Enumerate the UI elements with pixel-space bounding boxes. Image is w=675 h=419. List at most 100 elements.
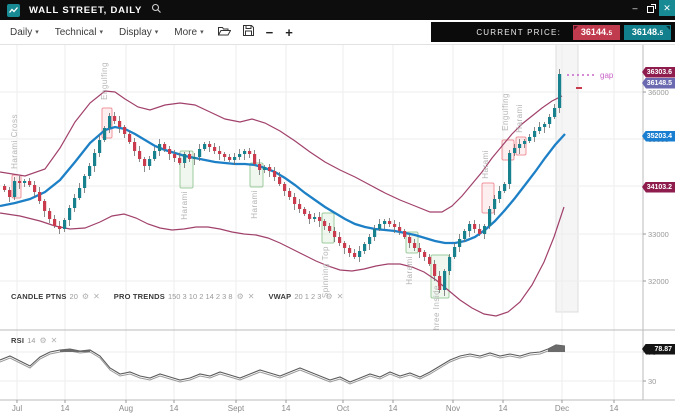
tick-down-icon bbox=[574, 25, 578, 30]
bid-price-badge[interactable]: 36144. 5 bbox=[573, 24, 620, 40]
time-tick-label: Jul bbox=[11, 404, 23, 413]
candle-body bbox=[503, 184, 507, 191]
candle-body bbox=[53, 219, 57, 226]
candle-body bbox=[458, 239, 462, 247]
menu-more[interactable]: More ▾ bbox=[174, 27, 203, 38]
rsi-indicator-row: RSI 14 ⚙ ✕ bbox=[11, 336, 57, 345]
candle-body bbox=[38, 192, 42, 201]
close-icon[interactable]: ✕ bbox=[93, 292, 100, 301]
price-level-badge: 36303.6 bbox=[642, 66, 675, 78]
candle-body bbox=[423, 252, 427, 257]
menu-technical[interactable]: Technical ▾ bbox=[55, 27, 103, 38]
indicator-name: PRO TRENDS bbox=[113, 292, 165, 301]
indicator-chip: CANDLE PTNS 20 ⚙ ✕ bbox=[11, 292, 100, 301]
minimize-button[interactable]: – bbox=[632, 3, 638, 13]
candle-body bbox=[258, 164, 262, 170]
price-main: 36144. bbox=[580, 27, 609, 37]
candle-body bbox=[323, 221, 327, 226]
candle-body bbox=[553, 108, 557, 117]
close-icon[interactable]: ✕ bbox=[247, 292, 255, 301]
current-price-panel: CURRENT PRICE: 36144. 5 36148. 5 bbox=[431, 22, 675, 42]
candle-body bbox=[133, 142, 137, 151]
candle-body bbox=[343, 243, 347, 248]
price-main: 36148. bbox=[631, 27, 660, 37]
indicator-name: VWAP bbox=[268, 292, 292, 301]
candle-body bbox=[228, 157, 232, 160]
candle-body bbox=[548, 117, 552, 124]
pattern-box bbox=[481, 182, 495, 214]
candle-body bbox=[278, 177, 282, 184]
candle-body bbox=[58, 226, 62, 229]
bollinger-upper-band bbox=[0, 90, 563, 213]
candle-body bbox=[543, 124, 547, 127]
toolbar: Daily ▾ Technical ▾ Display ▾ More ▾ − + CURREN… bbox=[0, 20, 675, 45]
candle-body bbox=[188, 154, 192, 159]
candle-body bbox=[68, 208, 72, 220]
candle-body bbox=[518, 144, 522, 148]
candle-body bbox=[498, 191, 502, 199]
menu-daily[interactable]: Daily ▾ bbox=[10, 27, 39, 38]
candle-body bbox=[203, 144, 207, 149]
indicator-params: 14 bbox=[27, 336, 36, 345]
candle-body bbox=[413, 243, 417, 248]
candle-body bbox=[128, 134, 132, 142]
candle-body bbox=[438, 276, 442, 290]
gear-icon[interactable]: ⚙ bbox=[325, 292, 333, 301]
bollinger-lower-band bbox=[0, 206, 565, 317]
time-tick-label: 14 bbox=[498, 404, 508, 413]
menu-display[interactable]: Display ▾ bbox=[119, 27, 158, 38]
gear-icon[interactable]: ⚙ bbox=[236, 292, 244, 301]
candle-body bbox=[113, 116, 117, 121]
save-icon[interactable] bbox=[242, 23, 254, 41]
candle-body bbox=[48, 211, 52, 219]
indicator-chip: PRO TRENDS 150 3 10 2 14 2 3 8 ⚙ ✕ bbox=[114, 292, 255, 301]
close-icon[interactable]: ✕ bbox=[50, 336, 58, 345]
candle-body bbox=[533, 131, 537, 137]
gear-icon[interactable]: ⚙ bbox=[81, 292, 90, 301]
app-logo-icon bbox=[7, 3, 20, 17]
price-level-badge: 35203.4 bbox=[642, 130, 675, 142]
candle-body bbox=[308, 214, 312, 219]
candle-body bbox=[8, 190, 12, 197]
candle-body bbox=[523, 141, 527, 144]
candle-body bbox=[398, 227, 402, 231]
time-tick-label: 14 bbox=[388, 404, 398, 413]
candle-body bbox=[223, 154, 227, 157]
chevron-down-icon: ▾ bbox=[154, 29, 159, 36]
gear-icon[interactable]: ⚙ bbox=[39, 336, 47, 345]
candle-body bbox=[443, 271, 447, 290]
candle-body bbox=[328, 226, 332, 231]
candle-body bbox=[338, 237, 342, 243]
time-tick-label: 14 bbox=[281, 404, 291, 413]
close-button[interactable]: ✕ bbox=[659, 0, 675, 16]
tool-icon-group: − + bbox=[217, 23, 293, 41]
candle-body bbox=[403, 231, 407, 237]
window-titlebar: WALL STREET, DAILY – ✕ bbox=[0, 0, 675, 20]
candle-body bbox=[293, 197, 297, 204]
zoom-in-icon[interactable]: + bbox=[285, 24, 293, 40]
open-chart-icon[interactable] bbox=[217, 23, 231, 41]
candle-body bbox=[538, 127, 542, 131]
candle-body bbox=[353, 253, 357, 257]
candle-body bbox=[383, 221, 387, 224]
candle-body bbox=[43, 201, 47, 211]
candle-body bbox=[78, 188, 82, 198]
menu-label: Display bbox=[118, 26, 152, 38]
close-icon[interactable]: ✕ bbox=[336, 292, 344, 301]
candle-body bbox=[243, 151, 247, 154]
candle-body bbox=[528, 137, 532, 141]
search-icon[interactable] bbox=[151, 1, 162, 19]
candle-body bbox=[428, 257, 432, 264]
chevron-down-icon: ▾ bbox=[35, 29, 39, 36]
ask-price-badge[interactable]: 36148. 5 bbox=[624, 24, 671, 40]
time-tick-label: Nov bbox=[445, 404, 461, 413]
zoom-out-icon[interactable]: − bbox=[265, 24, 274, 40]
candle-body bbox=[263, 167, 267, 170]
candle-body bbox=[493, 199, 497, 209]
time-tick-label: 14 bbox=[609, 404, 619, 413]
popout-button[interactable] bbox=[643, 0, 659, 16]
candle-body bbox=[363, 244, 367, 251]
price-level-badge: 36148.5 bbox=[642, 77, 675, 89]
price-fraction: 5 bbox=[659, 30, 664, 37]
